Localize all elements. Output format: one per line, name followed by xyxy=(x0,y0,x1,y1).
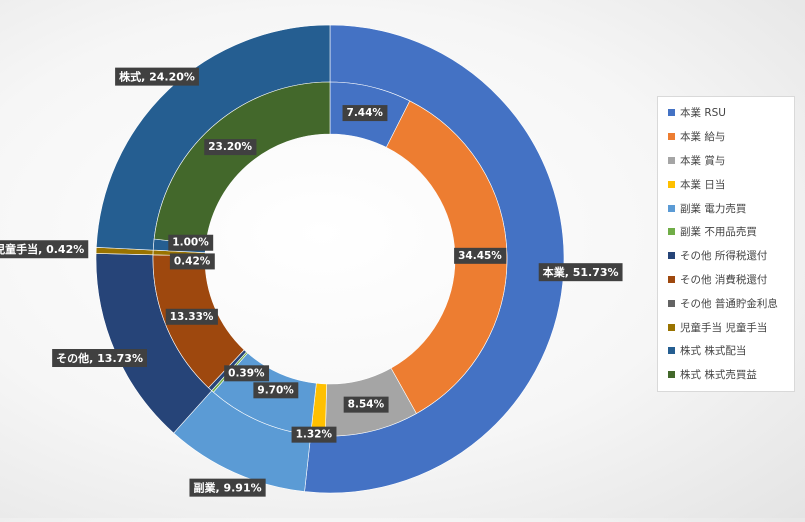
legend-label: 株式 株式売買益 xyxy=(680,369,757,382)
legend-swatch xyxy=(668,371,675,379)
inner-label-本業-賞与: 8.54% xyxy=(343,396,389,413)
legend-item: 副業 電力売買 xyxy=(668,196,794,220)
legend-swatch xyxy=(668,204,675,212)
svg-text:13.33%: 13.33% xyxy=(170,311,214,323)
svg-text:その他, 13.73%: その他, 13.73% xyxy=(56,351,143,365)
svg-text:34.45%: 34.45% xyxy=(458,250,502,262)
legend-swatch xyxy=(668,133,675,141)
outer-label-副業: 副業, 9.91% xyxy=(189,478,266,497)
inner-label-副業-電力売買: 9.70% xyxy=(253,382,299,399)
legend-label: 株式 株式配当 xyxy=(680,345,747,358)
svg-text:0.39%: 0.39% xyxy=(228,367,265,379)
legend-label: その他 普通貯金利息 xyxy=(680,297,778,310)
legend-label: 副業 電力売買 xyxy=(680,202,747,215)
chart-legend: 本業 RSU 本業 給与 本業 賞与 本業 日当 副業 電力売買 副業 不用品売買 その他 … xyxy=(657,96,795,392)
legend-swatch xyxy=(668,252,675,260)
svg-text:8.54%: 8.54% xyxy=(348,399,385,411)
inner-slice-本業-給与 xyxy=(385,100,508,414)
svg-text:児童手当, 0.42%: 児童手当, 0.42% xyxy=(0,242,84,256)
legend-item: 児童手当 児童手当 xyxy=(668,315,794,339)
legend-item: その他 所得税還付 xyxy=(668,244,794,268)
legend-swatch xyxy=(668,323,675,331)
svg-text:1.32%: 1.32% xyxy=(296,429,333,441)
legend-label: 本業 日当 xyxy=(680,178,726,191)
outer-label-本業: 本業, 51.73% xyxy=(538,263,623,282)
svg-text:本業, 51.73%: 本業, 51.73% xyxy=(543,265,619,279)
inner-label-株式-株式売買益: 23.20% xyxy=(204,139,257,156)
svg-text:株式, 24.20%: 株式, 24.20% xyxy=(119,70,195,84)
svg-text:23.20%: 23.20% xyxy=(208,141,252,153)
svg-text:7.44%: 7.44% xyxy=(347,107,384,119)
inner-label-本業-日当: 1.32% xyxy=(291,426,337,443)
inner-label-児童手当-児童手当: 0.42% xyxy=(169,253,215,270)
inner-label-本業-RSU: 7.44% xyxy=(342,105,388,122)
svg-text:0.42%: 0.42% xyxy=(174,255,211,267)
legend-swatch xyxy=(668,347,675,355)
inner-label-その他-消費税還付: 13.33% xyxy=(165,308,218,325)
legend-item: 本業 日当 xyxy=(668,172,794,196)
legend-swatch xyxy=(668,275,675,283)
legend-item: 副業 不用品売買 xyxy=(668,220,794,244)
inner-label-株式-株式配当: 1.00% xyxy=(168,234,214,251)
outer-label-その他: その他, 13.73% xyxy=(52,349,147,368)
legend-item: 株式 株式配当 xyxy=(668,339,794,363)
legend-swatch xyxy=(668,109,675,117)
legend-swatch xyxy=(668,180,675,188)
svg-text:1.00%: 1.00% xyxy=(172,237,209,249)
svg-text:副業, 9.91%: 副業, 9.91% xyxy=(193,481,261,495)
legend-label: 本業 賞与 xyxy=(680,154,726,167)
legend-label: 本業 RSU xyxy=(680,107,726,120)
inner-label-本業-給与: 34.45% xyxy=(454,247,507,264)
legend-label: 本業 給与 xyxy=(680,131,726,144)
legend-item: 本業 RSU xyxy=(668,101,794,125)
legend-label: 児童手当 児童手当 xyxy=(680,321,768,334)
legend-swatch xyxy=(668,228,675,236)
outer-label-児童手当: 児童手当, 0.42% xyxy=(0,240,89,259)
svg-text:9.70%: 9.70% xyxy=(257,384,294,396)
legend-item: 本業 給与 xyxy=(668,125,794,149)
legend-item: その他 消費税還付 xyxy=(668,268,794,292)
legend-item: その他 普通貯金利息 xyxy=(668,291,794,315)
legend-item: 株式 株式売買益 xyxy=(668,363,794,387)
legend-item: 本業 賞与 xyxy=(668,149,794,173)
legend-label: その他 所得税還付 xyxy=(680,250,768,263)
inner-slice-株式-株式売買益 xyxy=(153,81,331,246)
legend-label: その他 消費税還付 xyxy=(680,273,768,286)
inner-label-その他-所得税還付: 0.39% xyxy=(224,365,270,382)
outer-label-株式: 株式, 24.20% xyxy=(115,67,199,86)
legend-swatch xyxy=(668,299,675,307)
legend-swatch xyxy=(668,156,675,164)
legend-label: 副業 不用品売買 xyxy=(680,226,757,239)
